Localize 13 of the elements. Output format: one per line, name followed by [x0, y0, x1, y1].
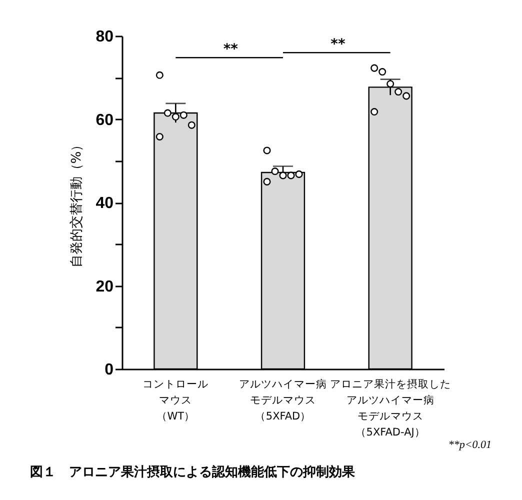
- x-tick-label: コントロールマウス（WT）: [142, 378, 209, 422]
- annotation: **: [330, 36, 346, 53]
- y-tick-label: 60: [96, 112, 114, 129]
- text: **p<0.01: [448, 439, 492, 451]
- y-axis-title: 自発的交替行動（%）: [68, 138, 85, 268]
- y-tick-label: 40: [96, 195, 114, 212]
- x-tick-label: アルツハイマー病モデルマウス（5XFAD）: [239, 378, 327, 422]
- y-tick-label: 0: [104, 362, 114, 378]
- y-tick-label: 20: [96, 278, 114, 296]
- text: 図１ アロニア果汁摂取による認知機能低下の抑制効果: [30, 464, 356, 480]
- x-tick-label: アロニア果汁を摂取したアルツハイマー病モデルマウス（5XFAD-AJ）: [330, 378, 451, 438]
- annotation: **: [223, 42, 239, 58]
- y-tick-label: 80: [96, 28, 114, 46]
